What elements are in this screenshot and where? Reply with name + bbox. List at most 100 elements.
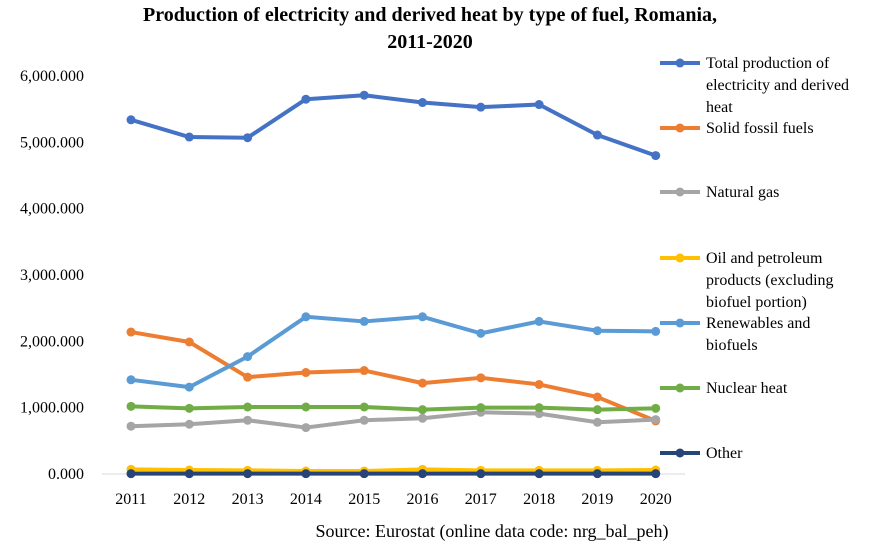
- data-point: [301, 312, 311, 322]
- data-point: [592, 405, 602, 415]
- data-point: [243, 415, 253, 425]
- legend-swatch-marker: [675, 318, 685, 328]
- legend-item: Oil and petroleum products (excluding biof…: [660, 250, 834, 311]
- data-point: [534, 316, 544, 326]
- data-point: [184, 382, 194, 392]
- data-point: [301, 94, 311, 104]
- data-point: [359, 402, 369, 412]
- y-axis: 0.000 1,000.000 2,000.000 3,000.000 4,000.00…: [20, 68, 84, 483]
- y-tick-label: 3,000.000: [20, 267, 84, 284]
- x-tick-label: 2011: [115, 491, 146, 508]
- data-point: [651, 403, 661, 413]
- data-point: [592, 130, 602, 140]
- data-point: [476, 373, 486, 383]
- legend: Total production of electricity and deriv…: [660, 55, 849, 462]
- data-point: [301, 469, 311, 479]
- data-point: [184, 403, 194, 413]
- x-tick-label: 2013: [232, 491, 264, 508]
- data-point: [126, 115, 136, 125]
- series-6: [126, 469, 661, 479]
- legend-label: Other: [706, 445, 743, 462]
- data-point: [359, 366, 369, 376]
- legend-swatch-marker: [675, 187, 685, 197]
- legend-swatch-marker: [675, 58, 685, 68]
- y-tick-label: 2,000.000: [20, 333, 84, 350]
- data-point: [243, 402, 253, 412]
- legend-label: Nuclear heat: [706, 380, 788, 397]
- series-line: [129, 410, 658, 430]
- data-point: [243, 133, 253, 143]
- legend-item: Other: [660, 445, 743, 462]
- legend-label: Total production of electricity and deriv…: [706, 55, 849, 116]
- series-line: [129, 467, 658, 474]
- legend-label: Solid fossil fuels: [706, 120, 814, 137]
- data-point: [476, 403, 486, 413]
- legend-item: Solid fossil fuels: [660, 120, 814, 137]
- legend-label: Renewables and biofuels: [706, 315, 810, 354]
- y-tick-label: 4,000.000: [20, 201, 84, 218]
- data-point: [126, 469, 136, 479]
- data-point: [651, 326, 661, 336]
- legend-item: Nuclear heat: [660, 380, 788, 397]
- data-point: [534, 403, 544, 413]
- x-tick-label: 2015: [348, 491, 380, 508]
- chart-title-line-1: Production of electricity and derived he…: [143, 4, 717, 26]
- series-5: [126, 401, 661, 415]
- data-point: [651, 415, 661, 425]
- data-point: [534, 379, 544, 389]
- data-point: [359, 469, 369, 479]
- data-point: [126, 401, 136, 411]
- series-4: [126, 312, 661, 392]
- chart-title: Production of electricity and derived he…: [143, 4, 717, 53]
- data-point: [592, 469, 602, 479]
- x-axis: 2011 2012 2013 2014 2015 2016 2017 2018 2019 2020: [115, 491, 671, 508]
- data-point: [359, 90, 369, 100]
- legend-swatch-marker: [675, 383, 685, 393]
- data-point: [243, 372, 253, 382]
- data-point: [126, 421, 136, 431]
- legend-swatch-marker: [675, 123, 685, 133]
- data-point: [184, 419, 194, 429]
- plot-area: [126, 90, 661, 479]
- data-point: [418, 413, 427, 423]
- data-point: [418, 405, 427, 415]
- data-point: [184, 469, 194, 479]
- data-point: [534, 100, 544, 110]
- data-point: [184, 337, 194, 347]
- x-tick-label: 2019: [581, 491, 613, 508]
- series-0: [126, 90, 661, 161]
- data-point: [418, 378, 427, 388]
- series-line: [129, 93, 658, 158]
- x-tick-label: 2018: [523, 491, 555, 508]
- data-point: [418, 469, 427, 479]
- data-point: [243, 469, 253, 479]
- data-point: [359, 415, 369, 425]
- data-point: [301, 402, 311, 412]
- series-line: [129, 404, 658, 412]
- legend-item: Natural gas: [660, 184, 779, 201]
- x-tick-label: 2012: [173, 491, 205, 508]
- x-tick-label: 2014: [290, 491, 322, 508]
- source-note: Source: Eurostat (online data code: nrg_…: [315, 521, 668, 542]
- data-point: [418, 312, 427, 322]
- data-point: [592, 326, 602, 336]
- x-tick-label: 2020: [640, 491, 672, 508]
- data-point: [476, 102, 486, 112]
- data-point: [126, 375, 136, 385]
- chart-title-line-2: 2011-2020: [387, 31, 473, 53]
- legend-swatch-marker: [675, 253, 685, 263]
- legend-item: Total production of electricity and deriv…: [660, 55, 849, 116]
- y-tick-label: 0.000: [48, 466, 84, 483]
- data-point: [126, 327, 136, 337]
- data-point: [301, 423, 311, 433]
- data-point: [651, 151, 661, 161]
- legend-swatch-marker: [675, 448, 685, 458]
- y-tick-label: 1,000.000: [20, 400, 84, 417]
- data-point: [418, 98, 427, 108]
- data-point: [359, 316, 369, 326]
- legend-item: Renewables and biofuels: [660, 315, 810, 354]
- data-point: [592, 417, 602, 427]
- data-point: [301, 368, 311, 378]
- legend-label: Natural gas: [706, 184, 779, 201]
- data-point: [476, 469, 486, 479]
